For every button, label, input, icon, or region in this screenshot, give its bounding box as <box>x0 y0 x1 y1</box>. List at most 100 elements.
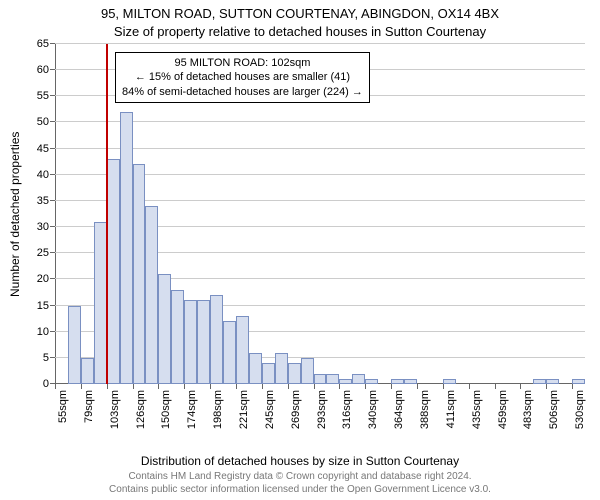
x-tick-label: 269sqm <box>290 390 302 429</box>
y-tick-label: 35 <box>37 195 55 207</box>
histogram-bar <box>326 374 339 384</box>
x-tick-mark <box>546 384 547 389</box>
x-axis-label: Distribution of detached houses by size … <box>0 454 600 468</box>
y-tick-label: 55 <box>37 90 55 102</box>
histogram-bar <box>197 300 210 384</box>
annotation-line-3: 84% of semi-detached houses are larger (… <box>122 86 363 98</box>
histogram-bar <box>275 353 288 384</box>
x-tick-mark <box>158 384 159 389</box>
x-tick-mark <box>314 384 315 389</box>
y-tick-label: 40 <box>37 169 55 181</box>
plot-area: 0510152025303540455055606555sqm79sqm103s… <box>55 44 585 384</box>
y-tick-label: 30 <box>37 221 55 233</box>
chart-container: 95, MILTON ROAD, SUTTON COURTENAY, ABING… <box>0 0 600 500</box>
credits: Contains HM Land Registry data © Crown c… <box>0 471 600 496</box>
y-tick-label: 45 <box>37 143 55 155</box>
x-tick-mark <box>288 384 289 389</box>
x-tick-mark <box>184 384 185 389</box>
credits-line-2: Contains public sector information licen… <box>109 484 491 495</box>
histogram-bar <box>262 363 275 384</box>
x-tick-mark <box>210 384 211 389</box>
x-tick-mark <box>365 384 366 389</box>
histogram-bar <box>158 274 171 384</box>
histogram-bar <box>365 379 378 384</box>
annotation-line-2: ← 15% of detached houses are smaller (41… <box>135 71 350 83</box>
x-tick-label: 459sqm <box>497 390 509 429</box>
histogram-bar <box>210 295 223 384</box>
x-tick-label: 245sqm <box>264 390 276 429</box>
x-tick-label: 103sqm <box>109 390 121 429</box>
y-tick-label: 10 <box>37 326 55 338</box>
x-tick-label: 411sqm <box>445 390 457 428</box>
x-tick-label: 530sqm <box>574 390 586 429</box>
y-tick-label: 50 <box>37 116 55 128</box>
histogram-bar <box>572 379 585 384</box>
x-tick-label: 364sqm <box>393 390 405 429</box>
x-tick-label: 340sqm <box>367 390 379 429</box>
x-tick-label: 126sqm <box>135 390 147 429</box>
histogram-bar <box>133 164 146 384</box>
x-tick-label: 174sqm <box>186 390 198 429</box>
histogram-bar <box>352 374 365 384</box>
x-tick-mark <box>495 384 496 389</box>
histogram-bar <box>171 290 184 384</box>
x-tick-label: 388sqm <box>419 390 431 429</box>
annotation-box: 95 MILTON ROAD: 102sqm ← 15% of detached … <box>115 52 370 103</box>
x-tick-mark <box>469 384 470 389</box>
x-tick-mark <box>262 384 263 389</box>
grid-line <box>55 121 585 122</box>
x-tick-label: 150sqm <box>160 390 172 429</box>
x-tick-mark <box>107 384 108 389</box>
x-tick-label: 55sqm <box>57 390 69 423</box>
x-tick-label: 435sqm <box>471 390 483 429</box>
x-tick-mark <box>391 384 392 389</box>
histogram-bar <box>81 358 94 384</box>
y-tick-label: 65 <box>37 38 55 50</box>
histogram-bar <box>443 379 456 384</box>
x-tick-mark <box>520 384 521 389</box>
y-tick-label: 60 <box>37 64 55 76</box>
histogram-bar <box>145 206 158 384</box>
y-tick-label: 20 <box>37 273 55 285</box>
x-tick-mark <box>443 384 444 389</box>
x-tick-label: 79sqm <box>83 390 95 423</box>
histogram-bar <box>236 316 249 384</box>
histogram-bar <box>184 300 197 384</box>
reference-line <box>106 44 108 384</box>
x-tick-label: 221sqm <box>238 390 250 429</box>
x-tick-label: 198sqm <box>212 390 224 429</box>
histogram-bar <box>546 379 559 384</box>
histogram-bar <box>391 379 404 384</box>
chart-title: 95, MILTON ROAD, SUTTON COURTENAY, ABING… <box>0 6 600 21</box>
x-tick-mark <box>572 384 573 389</box>
x-tick-mark <box>339 384 340 389</box>
y-tick-label: 0 <box>43 378 55 390</box>
histogram-bar <box>314 374 327 384</box>
histogram-bar <box>120 112 133 384</box>
x-tick-label: 483sqm <box>522 390 534 429</box>
histogram-bar <box>223 321 236 384</box>
x-tick-mark <box>55 384 56 389</box>
grid-line <box>55 43 585 44</box>
x-tick-label: 506sqm <box>548 390 560 429</box>
y-axis-label: Number of detached properties <box>8 44 22 384</box>
x-tick-mark <box>81 384 82 389</box>
y-tick-label: 15 <box>37 300 55 312</box>
x-tick-label: 293sqm <box>316 390 328 429</box>
histogram-bar <box>107 159 120 384</box>
histogram-bar <box>533 379 546 384</box>
histogram-bar <box>68 306 81 384</box>
histogram-bar <box>404 379 417 384</box>
x-tick-mark <box>133 384 134 389</box>
histogram-bar <box>249 353 262 384</box>
x-tick-mark <box>236 384 237 389</box>
histogram-bar <box>339 379 352 384</box>
histogram-bar <box>288 363 301 384</box>
histogram-bar <box>301 358 314 384</box>
y-tick-label: 25 <box>37 247 55 259</box>
x-tick-mark <box>417 384 418 389</box>
chart-subtitle: Size of property relative to detached ho… <box>0 24 600 39</box>
x-tick-label: 316sqm <box>341 390 353 429</box>
y-tick-label: 5 <box>43 352 55 364</box>
annotation-line-1: 95 MILTON ROAD: 102sqm <box>174 57 310 69</box>
